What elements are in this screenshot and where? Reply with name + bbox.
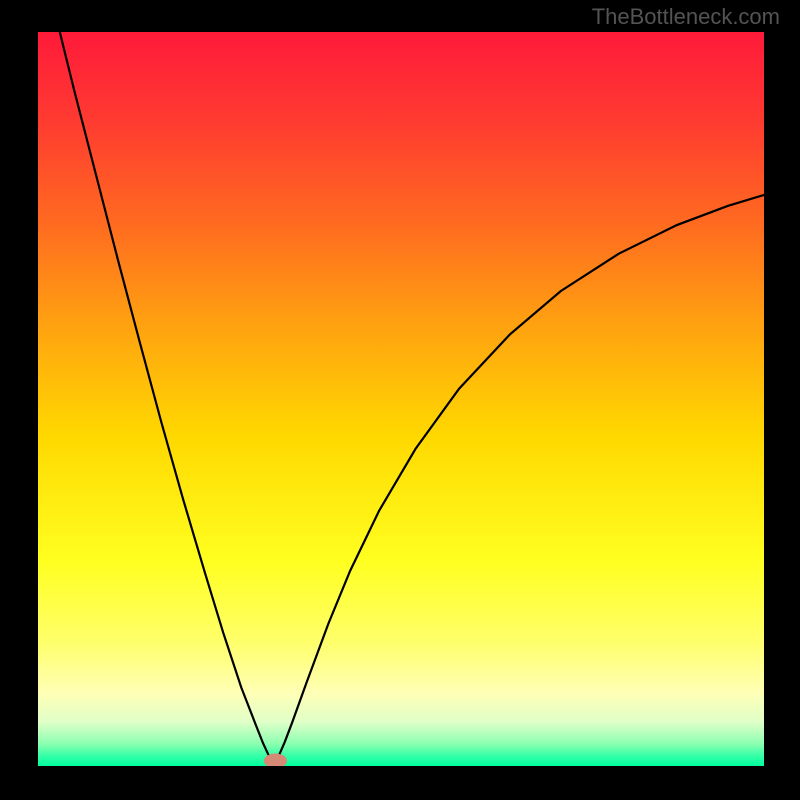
chart-svg bbox=[38, 32, 764, 766]
bottleneck-chart bbox=[38, 32, 764, 766]
chart-gradient-background bbox=[38, 32, 764, 766]
watermark-text: TheBottleneck.com bbox=[592, 4, 780, 30]
